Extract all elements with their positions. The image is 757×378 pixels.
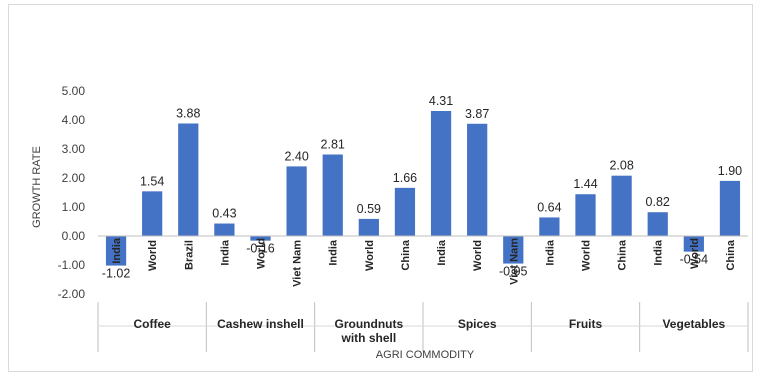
data-label: 1.66 <box>393 171 417 185</box>
y-tick-label: 5.00 <box>62 84 86 98</box>
data-label: 2.40 <box>284 149 308 163</box>
y-tick-label: 3.00 <box>62 142 86 156</box>
data-label: 1.54 <box>140 174 164 188</box>
y-tick-label: -1.00 <box>58 258 86 272</box>
group-label: Cashew inshell <box>217 317 304 331</box>
category-label: China <box>617 239 629 270</box>
data-label: -1.02 <box>102 267 131 281</box>
group-label: Spices <box>458 317 497 331</box>
category-label: World <box>689 238 701 269</box>
bar-cashew-inshell-viet-nam <box>286 166 307 236</box>
data-label: 0.64 <box>537 200 561 214</box>
category-label: China <box>725 239 737 270</box>
data-labels: -1.02 1.54 3.88 0.43 -0.16 2.40 2.81 0.59 1.66 4.… <box>102 94 742 281</box>
group-label: Groundnuts with shell <box>335 317 404 345</box>
category-label: World <box>472 240 484 271</box>
bars <box>105 111 741 266</box>
data-label: 0.82 <box>646 195 670 209</box>
data-label: 1.90 <box>718 164 742 178</box>
data-label: 0.59 <box>357 202 381 216</box>
x-axis-title: AGRI COMMODITY <box>376 349 475 361</box>
group-table: Coffee Cashew inshell Groundnuts with shell… <box>97 302 749 352</box>
category-label: Viet Nam <box>508 238 520 285</box>
category-label: India <box>436 239 448 266</box>
category-label: China <box>400 239 412 270</box>
bar-coffee-world <box>142 191 163 236</box>
category-label: India <box>544 239 556 266</box>
bar-groundnuts-with-shell-world <box>358 218 379 236</box>
data-label: -0.16 <box>246 242 275 256</box>
bar-vegetables-china <box>719 180 741 236</box>
y-tick-label: 1.00 <box>62 200 86 214</box>
group-label: Fruits <box>569 317 603 331</box>
data-label: 1.44 <box>573 177 597 191</box>
bar-vegetables-india <box>647 212 668 236</box>
bar-cashew-inshell-india <box>214 223 235 236</box>
y-tick-label: 4.00 <box>62 113 86 127</box>
bar-groundnuts-with-shell-india <box>322 154 343 236</box>
bar-groundnuts-with-shell-china <box>394 187 416 236</box>
data-label: -0.95 <box>499 265 528 279</box>
bar-coffee-brazil <box>178 123 199 236</box>
category-label: World <box>364 240 376 271</box>
bar-spices-world <box>467 123 488 236</box>
category-label: World <box>147 240 159 271</box>
bar-coffee-india <box>105 236 127 266</box>
category-label: Viet Nam <box>292 240 304 287</box>
category-label: India <box>328 239 340 266</box>
y-tick-label: 0.00 <box>62 229 86 243</box>
bar-cashew-inshell-world <box>250 236 271 241</box>
bar-fruits-world <box>575 194 596 236</box>
category-label: India <box>111 237 123 264</box>
category-label: Brazil <box>183 240 195 270</box>
bar-spices-india <box>430 111 452 236</box>
bar-fruits-india <box>539 217 560 236</box>
y-tick-label: 2.00 <box>62 171 86 185</box>
category-labels: India World Brazil India World Viet Nam India W… <box>111 237 737 287</box>
data-label: 2.08 <box>609 159 633 173</box>
data-label: 3.88 <box>176 106 200 120</box>
data-label: 2.81 <box>321 138 345 152</box>
y-axis-ticks: 5.00 4.00 3.00 2.00 1.00 0.00 -1.00 -2.00 <box>58 84 86 301</box>
category-label: India <box>219 239 231 266</box>
y-tick-label: -2.00 <box>58 287 86 301</box>
category-label: India <box>653 239 665 266</box>
bar-vegetables-world <box>683 236 704 252</box>
category-label: World <box>581 240 593 271</box>
data-label: 4.31 <box>429 94 453 108</box>
category-label: World <box>256 238 268 269</box>
data-label: 3.87 <box>465 107 489 121</box>
group-label: Vegetables <box>662 317 725 331</box>
y-axis-title: GROWTH RATE <box>31 146 43 228</box>
data-label: 0.43 <box>212 207 236 221</box>
data-label: -0.54 <box>680 253 709 267</box>
bar-fruits-china <box>611 175 632 236</box>
bar-spices-viet-nam <box>503 236 524 264</box>
group-label: Coffee <box>133 317 171 331</box>
